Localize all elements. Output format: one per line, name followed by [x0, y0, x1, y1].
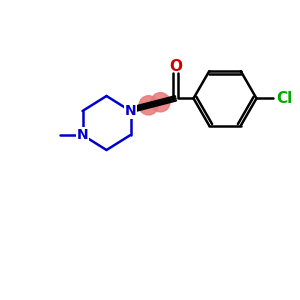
Text: Cl: Cl [277, 91, 293, 106]
Text: O: O [169, 59, 182, 74]
Text: N: N [77, 128, 88, 142]
Text: N: N [125, 104, 136, 118]
Circle shape [151, 93, 170, 112]
Circle shape [139, 96, 158, 115]
